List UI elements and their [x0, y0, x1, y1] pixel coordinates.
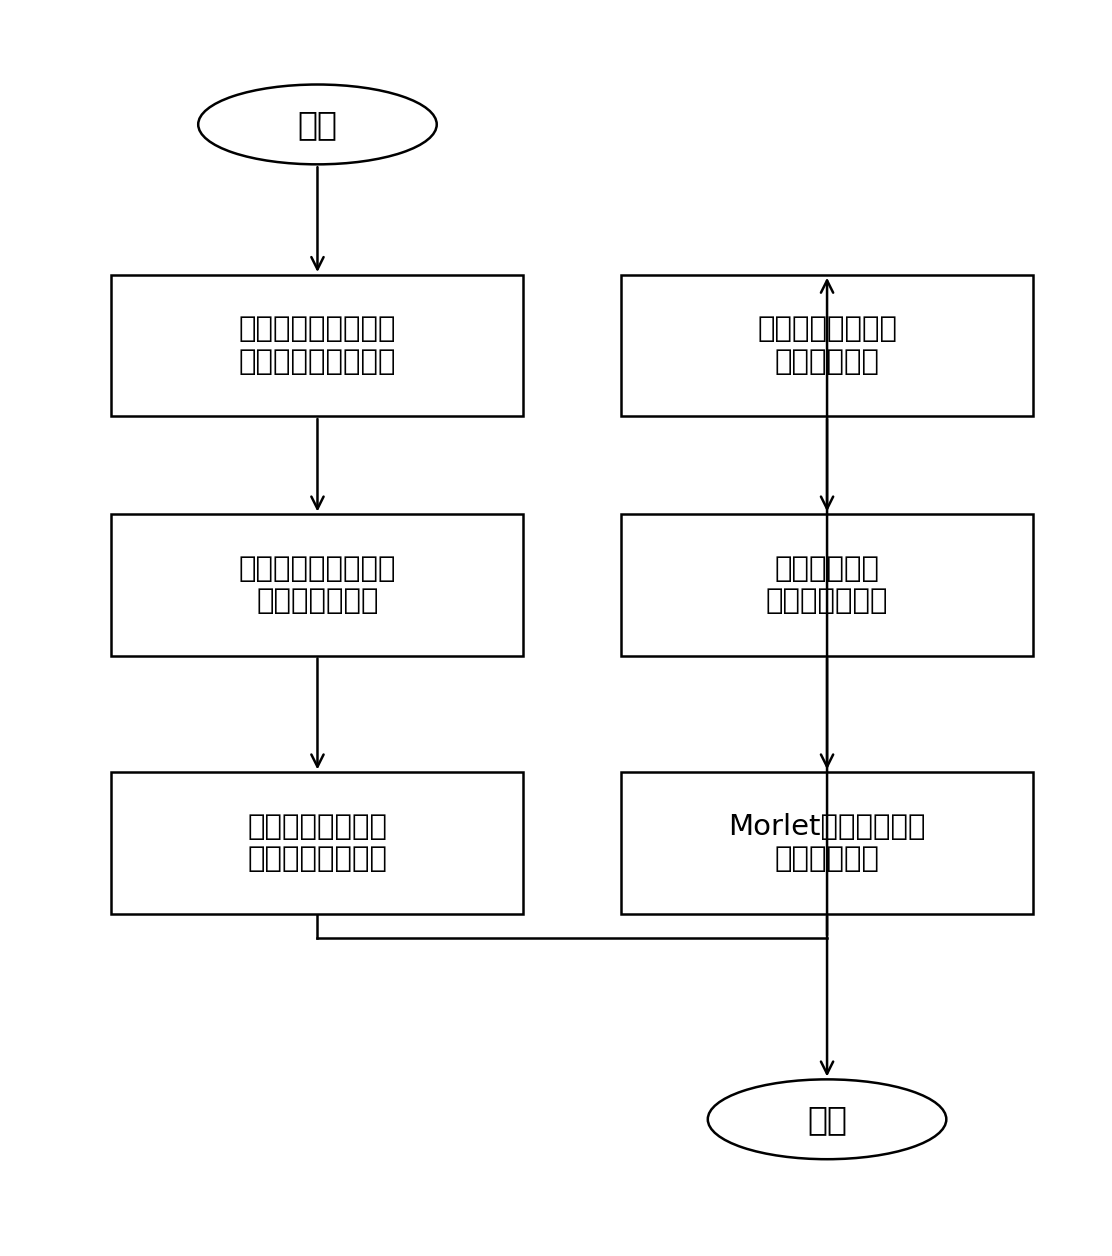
Text: 差分实际位移数据
获取速度信息: 差分实际位移数据 获取速度信息: [757, 315, 897, 376]
Text: 开始: 开始: [298, 108, 337, 141]
FancyBboxPatch shape: [622, 515, 1033, 656]
Text: 差分速度数据
获取加速度信息: 差分速度数据 获取加速度信息: [766, 555, 888, 615]
FancyBboxPatch shape: [111, 515, 524, 656]
Text: 结束: 结束: [807, 1103, 847, 1135]
FancyBboxPatch shape: [622, 772, 1033, 913]
FancyBboxPatch shape: [111, 772, 524, 913]
FancyBboxPatch shape: [111, 275, 524, 416]
FancyBboxPatch shape: [622, 275, 1033, 416]
Text: Morlet小波变换分析
获取频率信息: Morlet小波变换分析 获取频率信息: [728, 813, 926, 873]
Text: 进行饱和激励实验
记录实际位移数据: 进行饱和激励实验 记录实际位移数据: [248, 813, 387, 873]
Text: 基于直线伺服系统特
征选择饱和激励信号: 基于直线伺服系统特 征选择饱和激励信号: [239, 315, 396, 376]
Ellipse shape: [708, 1079, 946, 1159]
Text: 设置饱和激励信号的
幅值和持续时间: 设置饱和激励信号的 幅值和持续时间: [239, 555, 396, 615]
Ellipse shape: [198, 84, 437, 165]
